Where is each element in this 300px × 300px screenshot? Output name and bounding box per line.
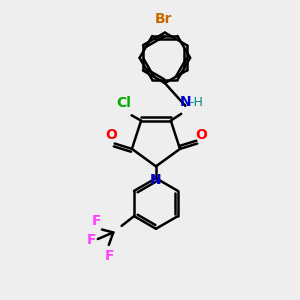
- Text: Br: Br: [154, 12, 172, 26]
- Text: N: N: [179, 95, 191, 109]
- Text: F: F: [92, 214, 101, 228]
- Text: F: F: [105, 249, 115, 263]
- Text: -H: -H: [189, 96, 203, 109]
- Text: N: N: [150, 173, 162, 187]
- Text: O: O: [105, 128, 117, 142]
- Text: Cl: Cl: [117, 96, 132, 110]
- Text: F: F: [87, 233, 97, 247]
- Text: O: O: [195, 128, 207, 142]
